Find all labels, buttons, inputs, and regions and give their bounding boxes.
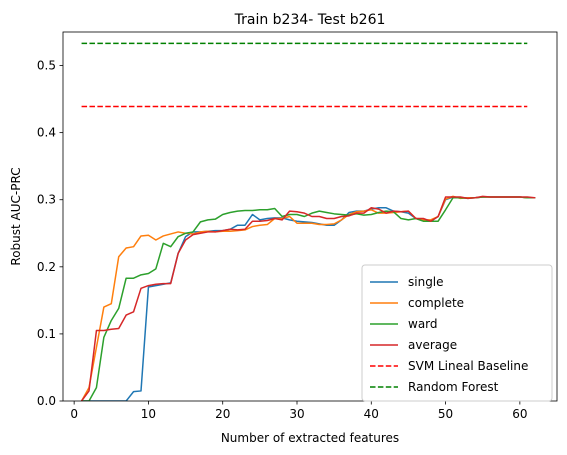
x-tick-label-4: 40: [364, 407, 379, 421]
legend-box: [361, 264, 553, 402]
plot-area: [62, 31, 558, 402]
y-tick-label-5: 0.5: [37, 59, 56, 73]
series-line-3: [80, 195, 536, 401]
x-axis-ticks: 0 10 20 30 40 50 60: [70, 401, 527, 421]
x-axis-title: Number of extracted features: [221, 431, 399, 445]
y-tick-label-3: 0.3: [37, 193, 56, 207]
legend: single complete ward average SVM Lineal Base…: [361, 264, 553, 402]
y-axis-title: Robust AUC-PRC: [9, 167, 23, 265]
legend-label-5: Random Forest: [408, 380, 499, 394]
x-tick-label-6: 60: [512, 407, 527, 421]
legend-label-0: single: [408, 275, 444, 289]
series-group: [80, 42, 536, 401]
x-tick-label-5: 50: [438, 407, 453, 421]
y-tick-label-1: 0.1: [37, 327, 56, 341]
x-tick-label-3: 30: [289, 407, 304, 421]
plot-frame: [62, 31, 558, 402]
y-tick-label-0: 0.0: [37, 394, 56, 408]
y-axis-ticks: 0.0 0.1 0.2 0.3 0.4 0.5: [37, 59, 63, 408]
chart-title: Train b234- Test b261: [234, 12, 386, 28]
legend-label-1: complete: [408, 296, 464, 310]
y-tick-label-2: 0.2: [37, 260, 56, 274]
x-tick-label-2: 20: [215, 407, 230, 421]
legend-label-2: ward: [408, 317, 438, 331]
y-tick-label-4: 0.4: [37, 126, 56, 140]
x-tick-label-0: 0: [70, 407, 78, 421]
x-tick-label-1: 10: [141, 407, 156, 421]
legend-label-3: average: [408, 338, 457, 352]
legend-label-4: SVM Lineal Baseline: [408, 359, 528, 373]
